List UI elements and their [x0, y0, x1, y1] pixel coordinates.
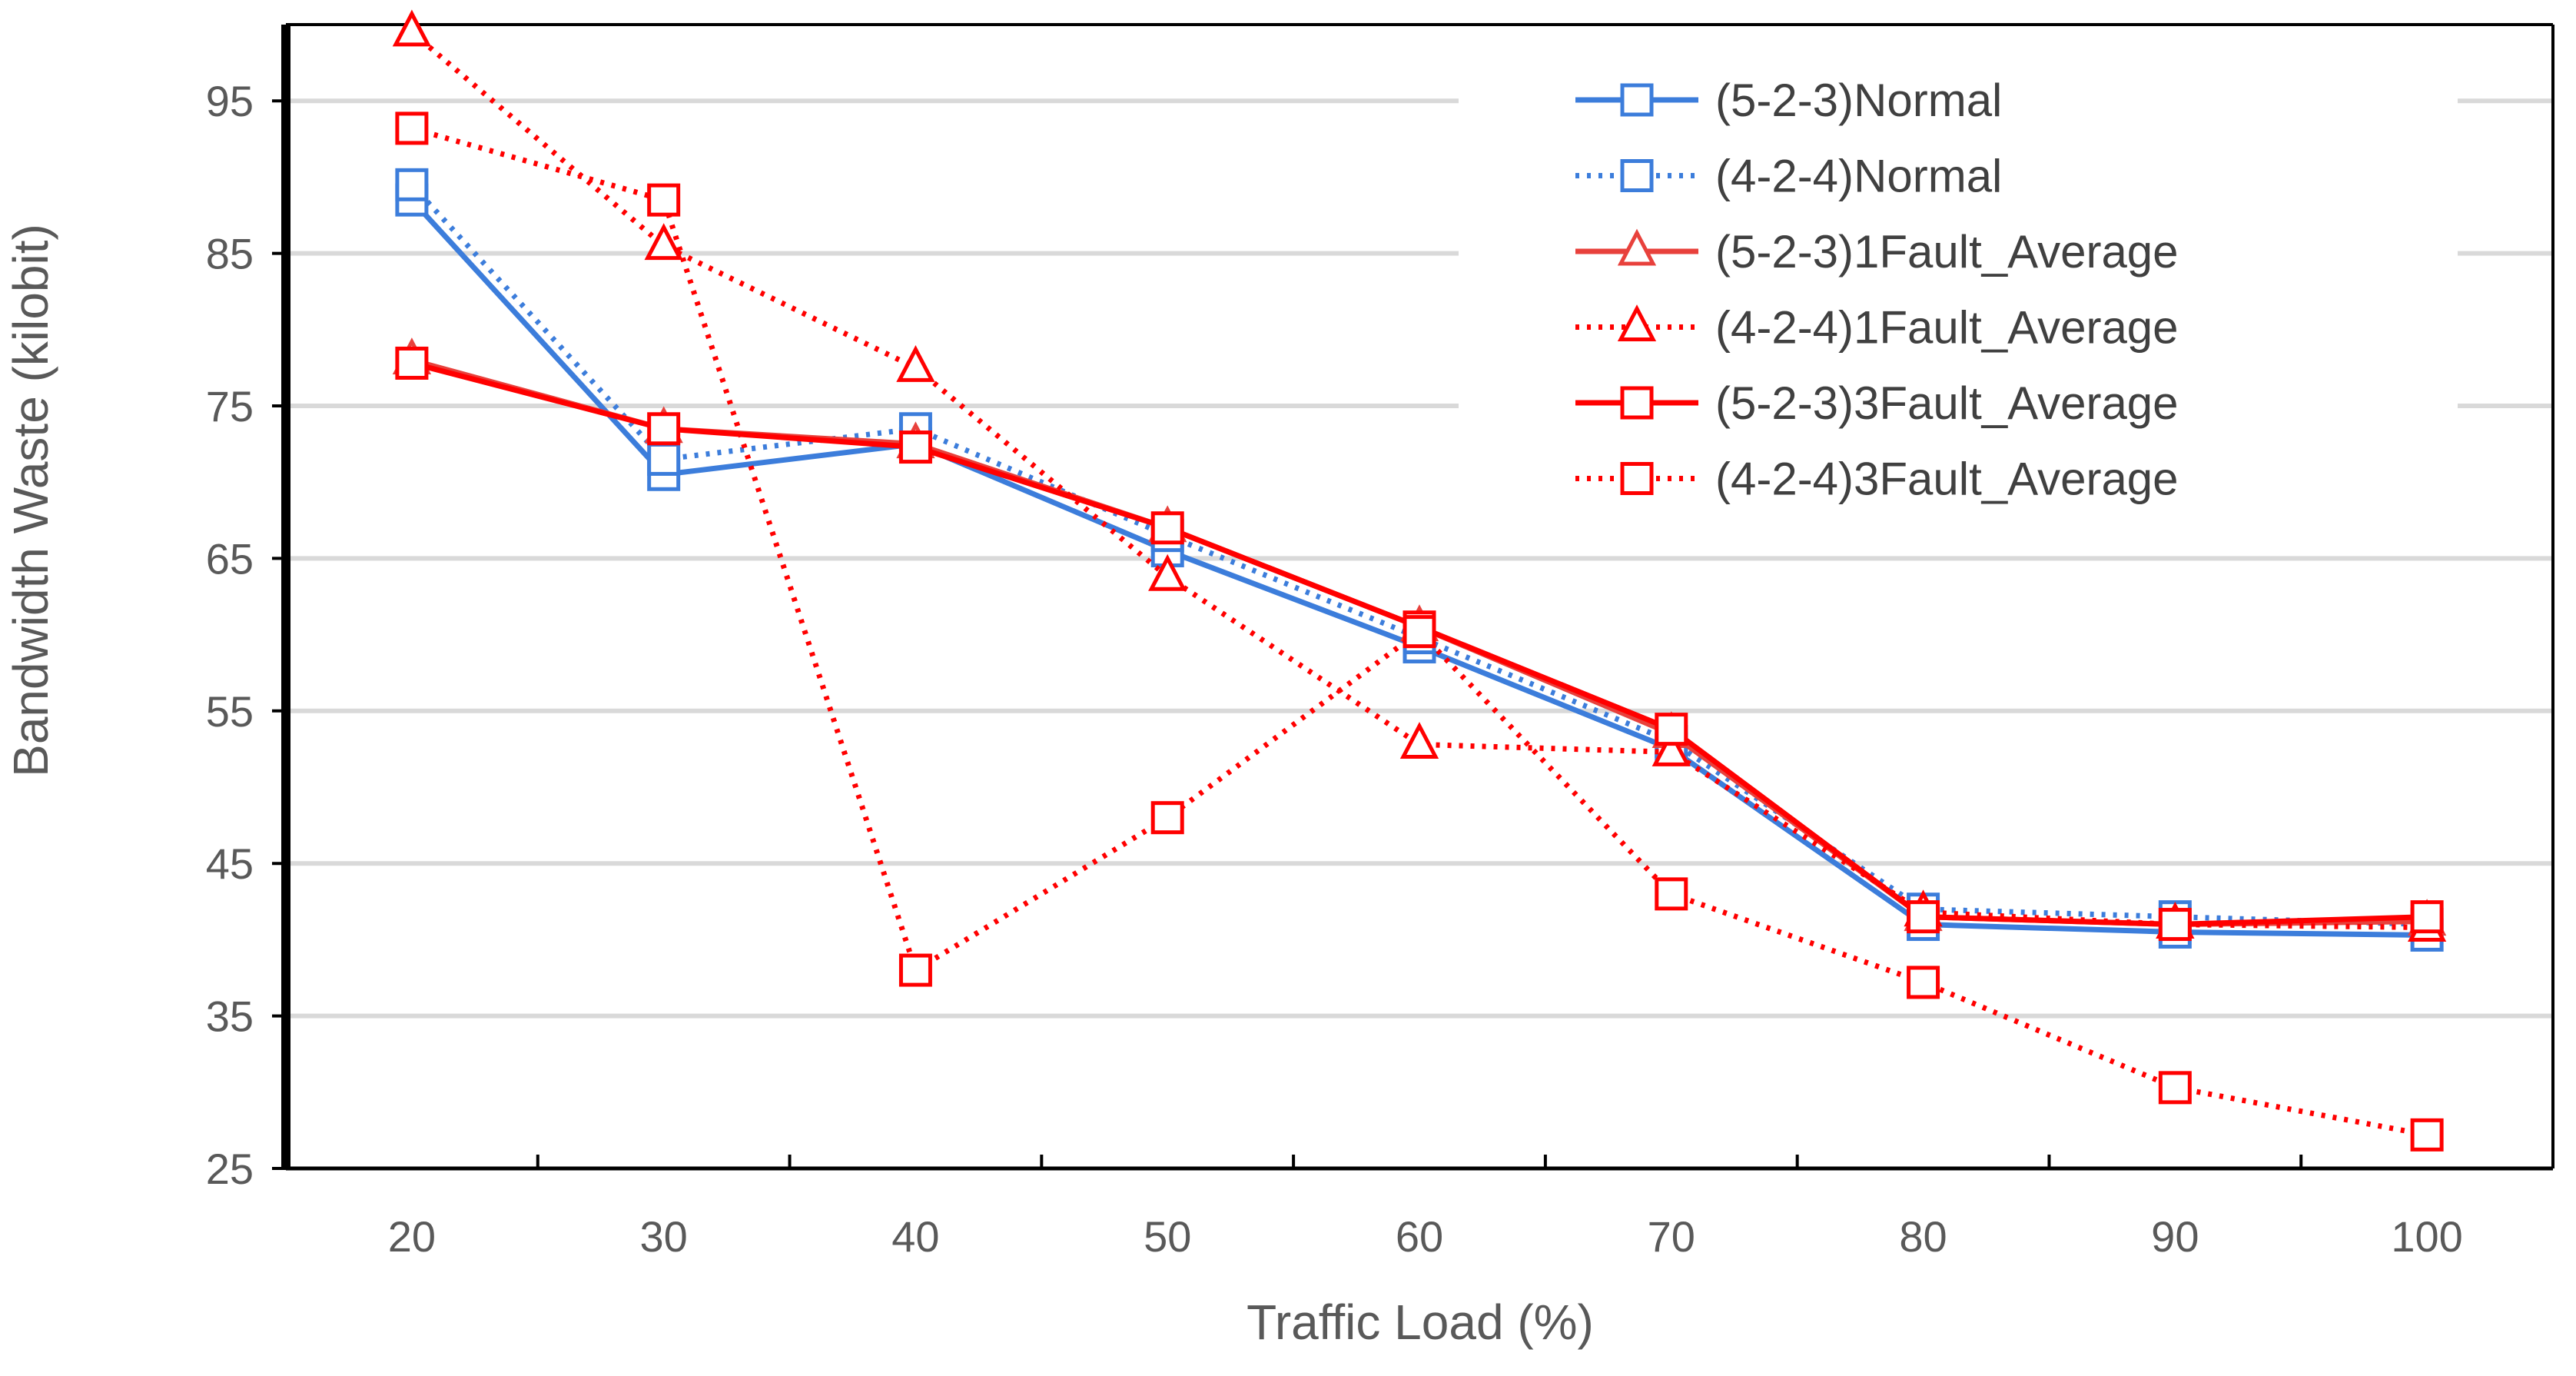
x-tick-label: 100: [2391, 1212, 2462, 1261]
data-point: [1399, 722, 1439, 759]
legend-marker: [1620, 159, 1654, 192]
x-tick-label: 20: [388, 1212, 436, 1261]
data-point: [1651, 729, 1691, 766]
legend: (5-2-3)Normal (4-2-4)Normal (5-2-3)1Fault_…: [1459, 46, 2458, 507]
data-point: [1150, 511, 1184, 545]
series-lines: [392, 9, 2447, 1152]
data-point: [1907, 900, 1940, 934]
x-tick-label: 40: [891, 1212, 939, 1261]
x-tick-label: 60: [1396, 1212, 1443, 1261]
y-tick-label: 25: [206, 1145, 254, 1193]
y-axis-title: Bandwidth Waste (kilobit): [3, 224, 58, 777]
data-point: [647, 183, 681, 217]
data-point: [2410, 900, 2444, 934]
x-tick-label: 70: [1648, 1212, 1695, 1261]
data-point: [395, 168, 429, 201]
data-point: [1907, 966, 1940, 999]
x-tick-label: 80: [1899, 1212, 1947, 1261]
data-point: [1655, 877, 1688, 911]
x-tick-label: 30: [640, 1212, 688, 1261]
legend-label: (4-2-4)Normal: [1715, 151, 2002, 202]
axes: 25 35 45 55 65 75 85 95 20 30 40 50 60 70 80 90 100: [206, 23, 2554, 1261]
legend-label: (5-2-3)Normal: [1715, 75, 2002, 126]
y-tick-label: 45: [206, 839, 254, 888]
x-tick-label: 90: [2151, 1212, 2199, 1261]
series-6: [395, 111, 2444, 1152]
data-point: [2158, 1071, 2192, 1105]
data-point: [1148, 553, 1187, 591]
data-point: [1655, 713, 1688, 746]
legend-entry: (4-2-4)Normal: [1575, 151, 2002, 202]
y-tick-label: 65: [206, 534, 254, 583]
legend-entry: (5-2-3)3Fault_Average: [1575, 377, 2179, 429]
x-axis-title: Traffic Load (%): [1247, 1295, 1594, 1350]
legend-marker: [1617, 304, 1657, 341]
legend-entry: (5-2-3)1Fault_Average: [1575, 226, 2179, 278]
series-line: [410, 182, 2428, 928]
legend-marker: [1617, 228, 1657, 266]
data-point: [2158, 908, 2192, 942]
legend-entry: (4-2-4)3Fault_Average: [1575, 454, 2179, 505]
data-point: [395, 111, 429, 145]
data-point: [2410, 1118, 2444, 1152]
legend-marker: [1620, 462, 1654, 495]
data-point: [392, 9, 432, 47]
data-point: [896, 345, 935, 382]
legend-label: (5-2-3)1Fault_Average: [1715, 226, 2179, 278]
legend-label: (4-2-4)3Fault_Average: [1715, 454, 2179, 505]
series-line: [410, 125, 2428, 1138]
legend-label: (5-2-3)3Fault_Average: [1715, 377, 2179, 429]
data-point: [644, 223, 683, 261]
legend-entry: (4-2-4)1Fault_Average: [1575, 302, 2179, 354]
data-point: [1403, 615, 1436, 649]
legend-label: (4-2-4)1Fault_Average: [1715, 302, 2179, 354]
y-tick-label: 95: [206, 77, 254, 125]
data-point: [647, 442, 681, 476]
data-point: [898, 953, 932, 987]
y-tick-label: 55: [206, 687, 254, 736]
data-point: [1150, 801, 1184, 835]
x-tick-label: 50: [1144, 1212, 1191, 1261]
y-tick-label: 85: [206, 230, 254, 278]
data-point: [898, 430, 932, 464]
y-tick-label: 75: [206, 382, 254, 430]
data-point: [647, 412, 681, 446]
legend-marker: [1620, 83, 1654, 117]
legend-marker: [1620, 386, 1654, 420]
y-tick-label: 35: [206, 992, 254, 1041]
legend-entry: (5-2-3)Normal: [1575, 75, 2002, 126]
legend-background: [1459, 46, 2458, 507]
data-point: [395, 346, 429, 380]
